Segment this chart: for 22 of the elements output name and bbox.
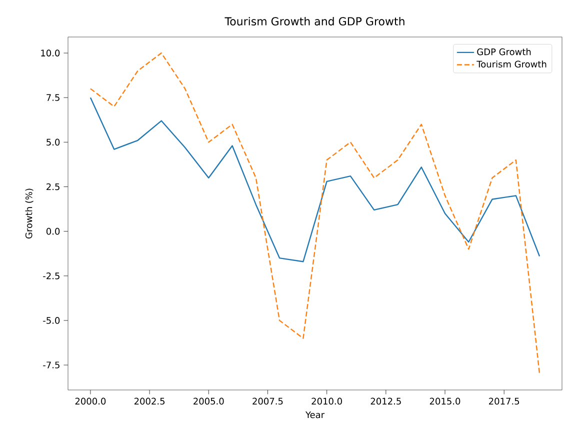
legend-label: GDP Growth <box>477 48 531 56</box>
line-series <box>90 97 540 262</box>
y-tick-label: 0.0 <box>46 228 60 235</box>
y-tick-label: 2.5 <box>46 183 60 190</box>
x-tick-label: 2005.0 <box>194 398 224 405</box>
x-tick-label: 2010.0 <box>312 398 342 405</box>
y-tick-label: 5.0 <box>46 138 60 146</box>
y-tick-label: -2.5 <box>43 272 60 280</box>
y-axis-title: Growth (%) <box>25 188 34 238</box>
x-tick-label: 2007.5 <box>252 398 283 405</box>
legend-label: Tourism Growth <box>476 60 546 68</box>
x-tick-label: 2002.5 <box>134 398 164 405</box>
y-tick-label: -7.5 <box>43 362 60 368</box>
x-axis-title: Year <box>305 411 325 418</box>
x-tick-label: 2000.0 <box>75 398 106 405</box>
y-tick-label: 10.0 <box>41 50 60 56</box>
chart-title: Tourism Growth and GDP Growth <box>224 16 404 26</box>
x-tick-label: 2017.5 <box>489 398 520 405</box>
y-tick-label: 7.5 <box>46 94 60 101</box>
x-tick-label: 2012.5 <box>370 398 401 405</box>
x-tick-label: 2015.0 <box>430 398 460 405</box>
y-tick-label: -5.0 <box>43 317 60 324</box>
